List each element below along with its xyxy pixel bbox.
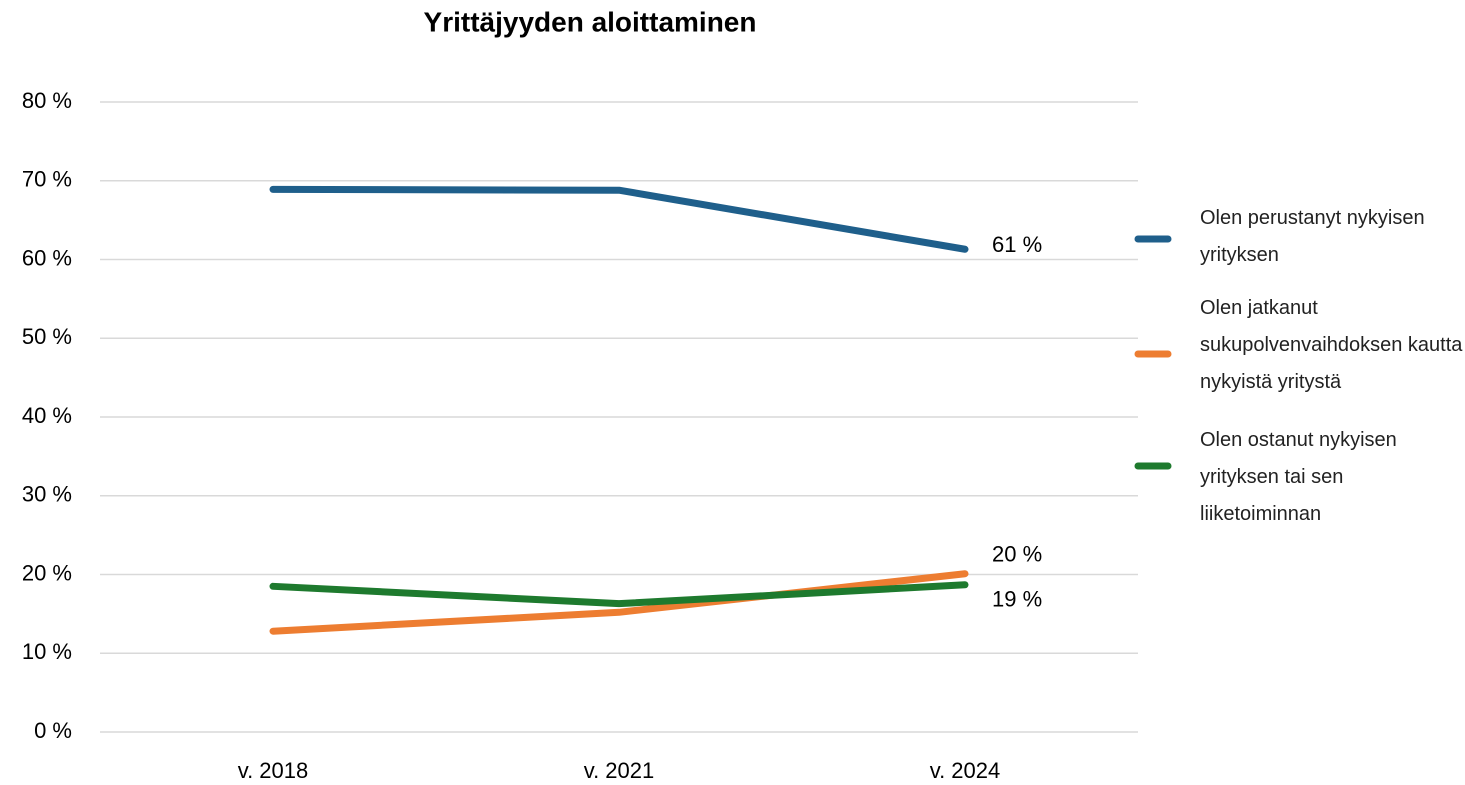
y-tick-label: 10 % [22, 639, 72, 664]
data-label: 20 % [992, 542, 1042, 567]
y-tick-label: 80 % [22, 88, 72, 113]
data-label: 19 % [992, 587, 1042, 612]
x-tick-label: v. 2024 [930, 758, 1001, 783]
chart-title: Yrittäjyyden aloittaminen [424, 6, 757, 37]
data-label: 61 % [992, 232, 1042, 257]
y-tick-label: 70 % [22, 167, 72, 192]
y-tick-label: 20 % [22, 560, 72, 585]
x-tick-label: v. 2021 [584, 758, 655, 783]
series-line [269, 581, 969, 608]
legend-label: Olen perustanyt nykyisen yrityksen [1200, 207, 1425, 266]
y-tick-label: 50 % [22, 324, 72, 349]
y-tick-label: 0 % [34, 718, 72, 743]
y-tick-label: 60 % [22, 245, 72, 270]
legend-label: Olen ostanut nykyisen yrityksen tai sen … [1200, 429, 1397, 525]
y-tick-label: 40 % [22, 403, 72, 428]
series-line [269, 185, 969, 253]
legend-label: Olen jatkanut sukupolvenvaihdoksen kautt… [1200, 297, 1463, 393]
series-line [269, 570, 969, 635]
y-tick-label: 30 % [22, 482, 72, 507]
x-tick-label: v. 2018 [238, 758, 309, 783]
